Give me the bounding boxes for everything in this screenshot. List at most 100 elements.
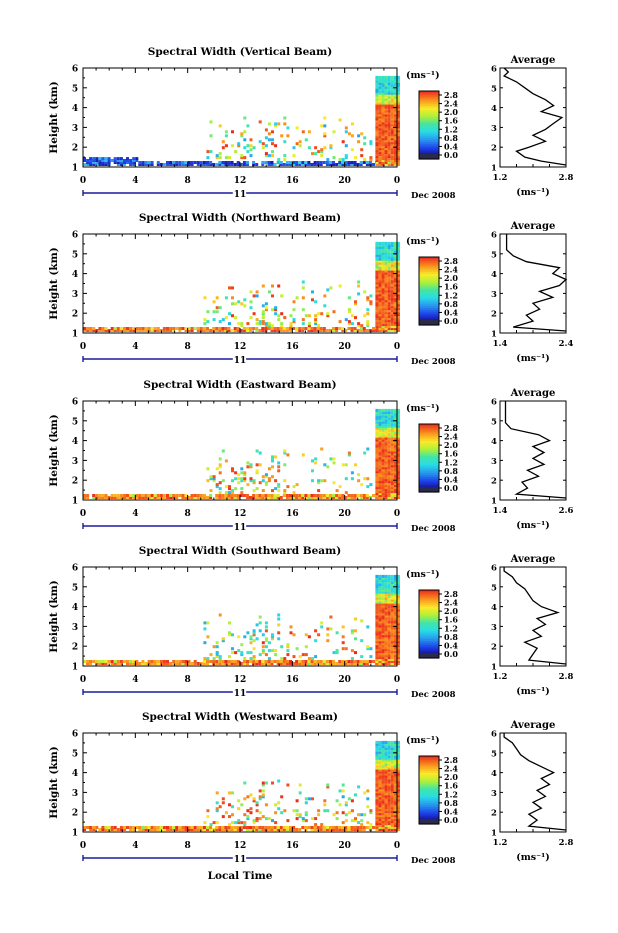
heat-cell [378,77,382,81]
heat-cell [387,323,391,327]
heat-cell [384,95,388,99]
heat-cell [298,828,302,831]
heat-cell [276,494,280,497]
heat-cell [292,154,296,158]
heat-cell [261,641,265,645]
heat-cell [375,742,379,746]
heat-cell [387,610,391,614]
heat-cell [378,261,382,265]
heat-cell [384,790,388,794]
heat-cell [387,658,391,661]
heat-cell [387,492,391,496]
heat-cell [326,158,330,162]
heat-cell [375,494,379,497]
heat-cell [350,649,354,653]
heat-cell [393,648,397,652]
heat-cell [144,826,148,829]
heat-cell [116,161,120,164]
heat-cell [289,496,292,499]
heat-cell [384,111,388,115]
heat-cell [396,770,400,774]
heat-cell [378,153,382,157]
heat-cell [274,821,278,825]
heat-cell [314,300,318,304]
heat-cell [387,598,391,602]
heat-cell [375,139,379,143]
heat-cell [390,602,394,606]
colorbar-segment [419,622,439,625]
heat-cell [387,766,391,770]
heat-cell [172,161,176,164]
heat-cell [387,740,391,744]
heat-cell [228,491,231,495]
heat-cell [236,496,240,499]
heat-cell [252,828,256,831]
heat-cell [199,327,203,330]
heat-cell [387,638,391,642]
heat-cell [252,494,256,497]
heat-cell [387,289,391,293]
colorbar-segment [419,482,439,486]
heat-cell [375,740,379,744]
heat-cell [378,145,382,149]
heat-cell [387,816,391,820]
heat-cell [246,161,249,164]
heat-cell [396,424,400,428]
heat-cell [212,479,216,483]
heat-cell [307,327,311,330]
heat-cell [322,828,326,831]
heat-cell [264,152,268,156]
heat-cell [366,485,370,489]
colorbar-segment [419,607,439,610]
heat-cell [393,820,397,824]
heat-cell [375,141,379,145]
heat-cell [375,446,379,450]
x-tick-label: 16 [286,342,299,352]
heat-cell [393,792,397,796]
heat-cell [234,150,238,154]
heat-cell [390,329,394,332]
heat-cell [396,275,400,279]
heat-cell [141,828,145,831]
heat-cell [212,300,216,304]
heat-cell [375,760,379,764]
heat-cell [181,828,185,831]
heat-cell [393,630,397,634]
heat-cell [231,791,234,795]
heat-cell [317,489,321,493]
heat-cell [365,662,369,665]
heat-cell [292,146,296,150]
heat-cell [283,158,287,162]
heat-cell [384,257,388,261]
heat-cell [289,324,293,328]
heat-cell [387,458,391,462]
heat-cell [264,322,268,326]
heat-cell [243,781,247,785]
heat-cell [258,660,262,663]
heat-cell [375,454,379,458]
heat-cell [264,629,268,633]
heat-cell [396,742,400,746]
average-y-tick-label: 2 [491,310,497,320]
colorbar-tick-label: 1.6 [444,449,458,459]
heat-cell [221,662,225,665]
heat-cell [396,151,400,155]
heat-cell [393,79,397,83]
heat-cell [375,754,379,758]
heat-cell [375,155,379,159]
heat-cell [381,125,385,129]
heat-cell [384,323,388,327]
heat-cell [319,660,323,663]
heat-cell [384,624,388,628]
heat-cell [129,163,133,166]
heat-cell [387,620,391,624]
heat-cell [242,327,246,330]
colorbar-segment [419,147,439,151]
heat-cell [169,828,173,831]
heat-cell [393,125,397,129]
heat-cell [393,598,397,602]
heat-cell [393,612,397,616]
heat-cell [390,772,394,776]
heat-cell [249,828,252,831]
heat-cell [396,456,400,460]
